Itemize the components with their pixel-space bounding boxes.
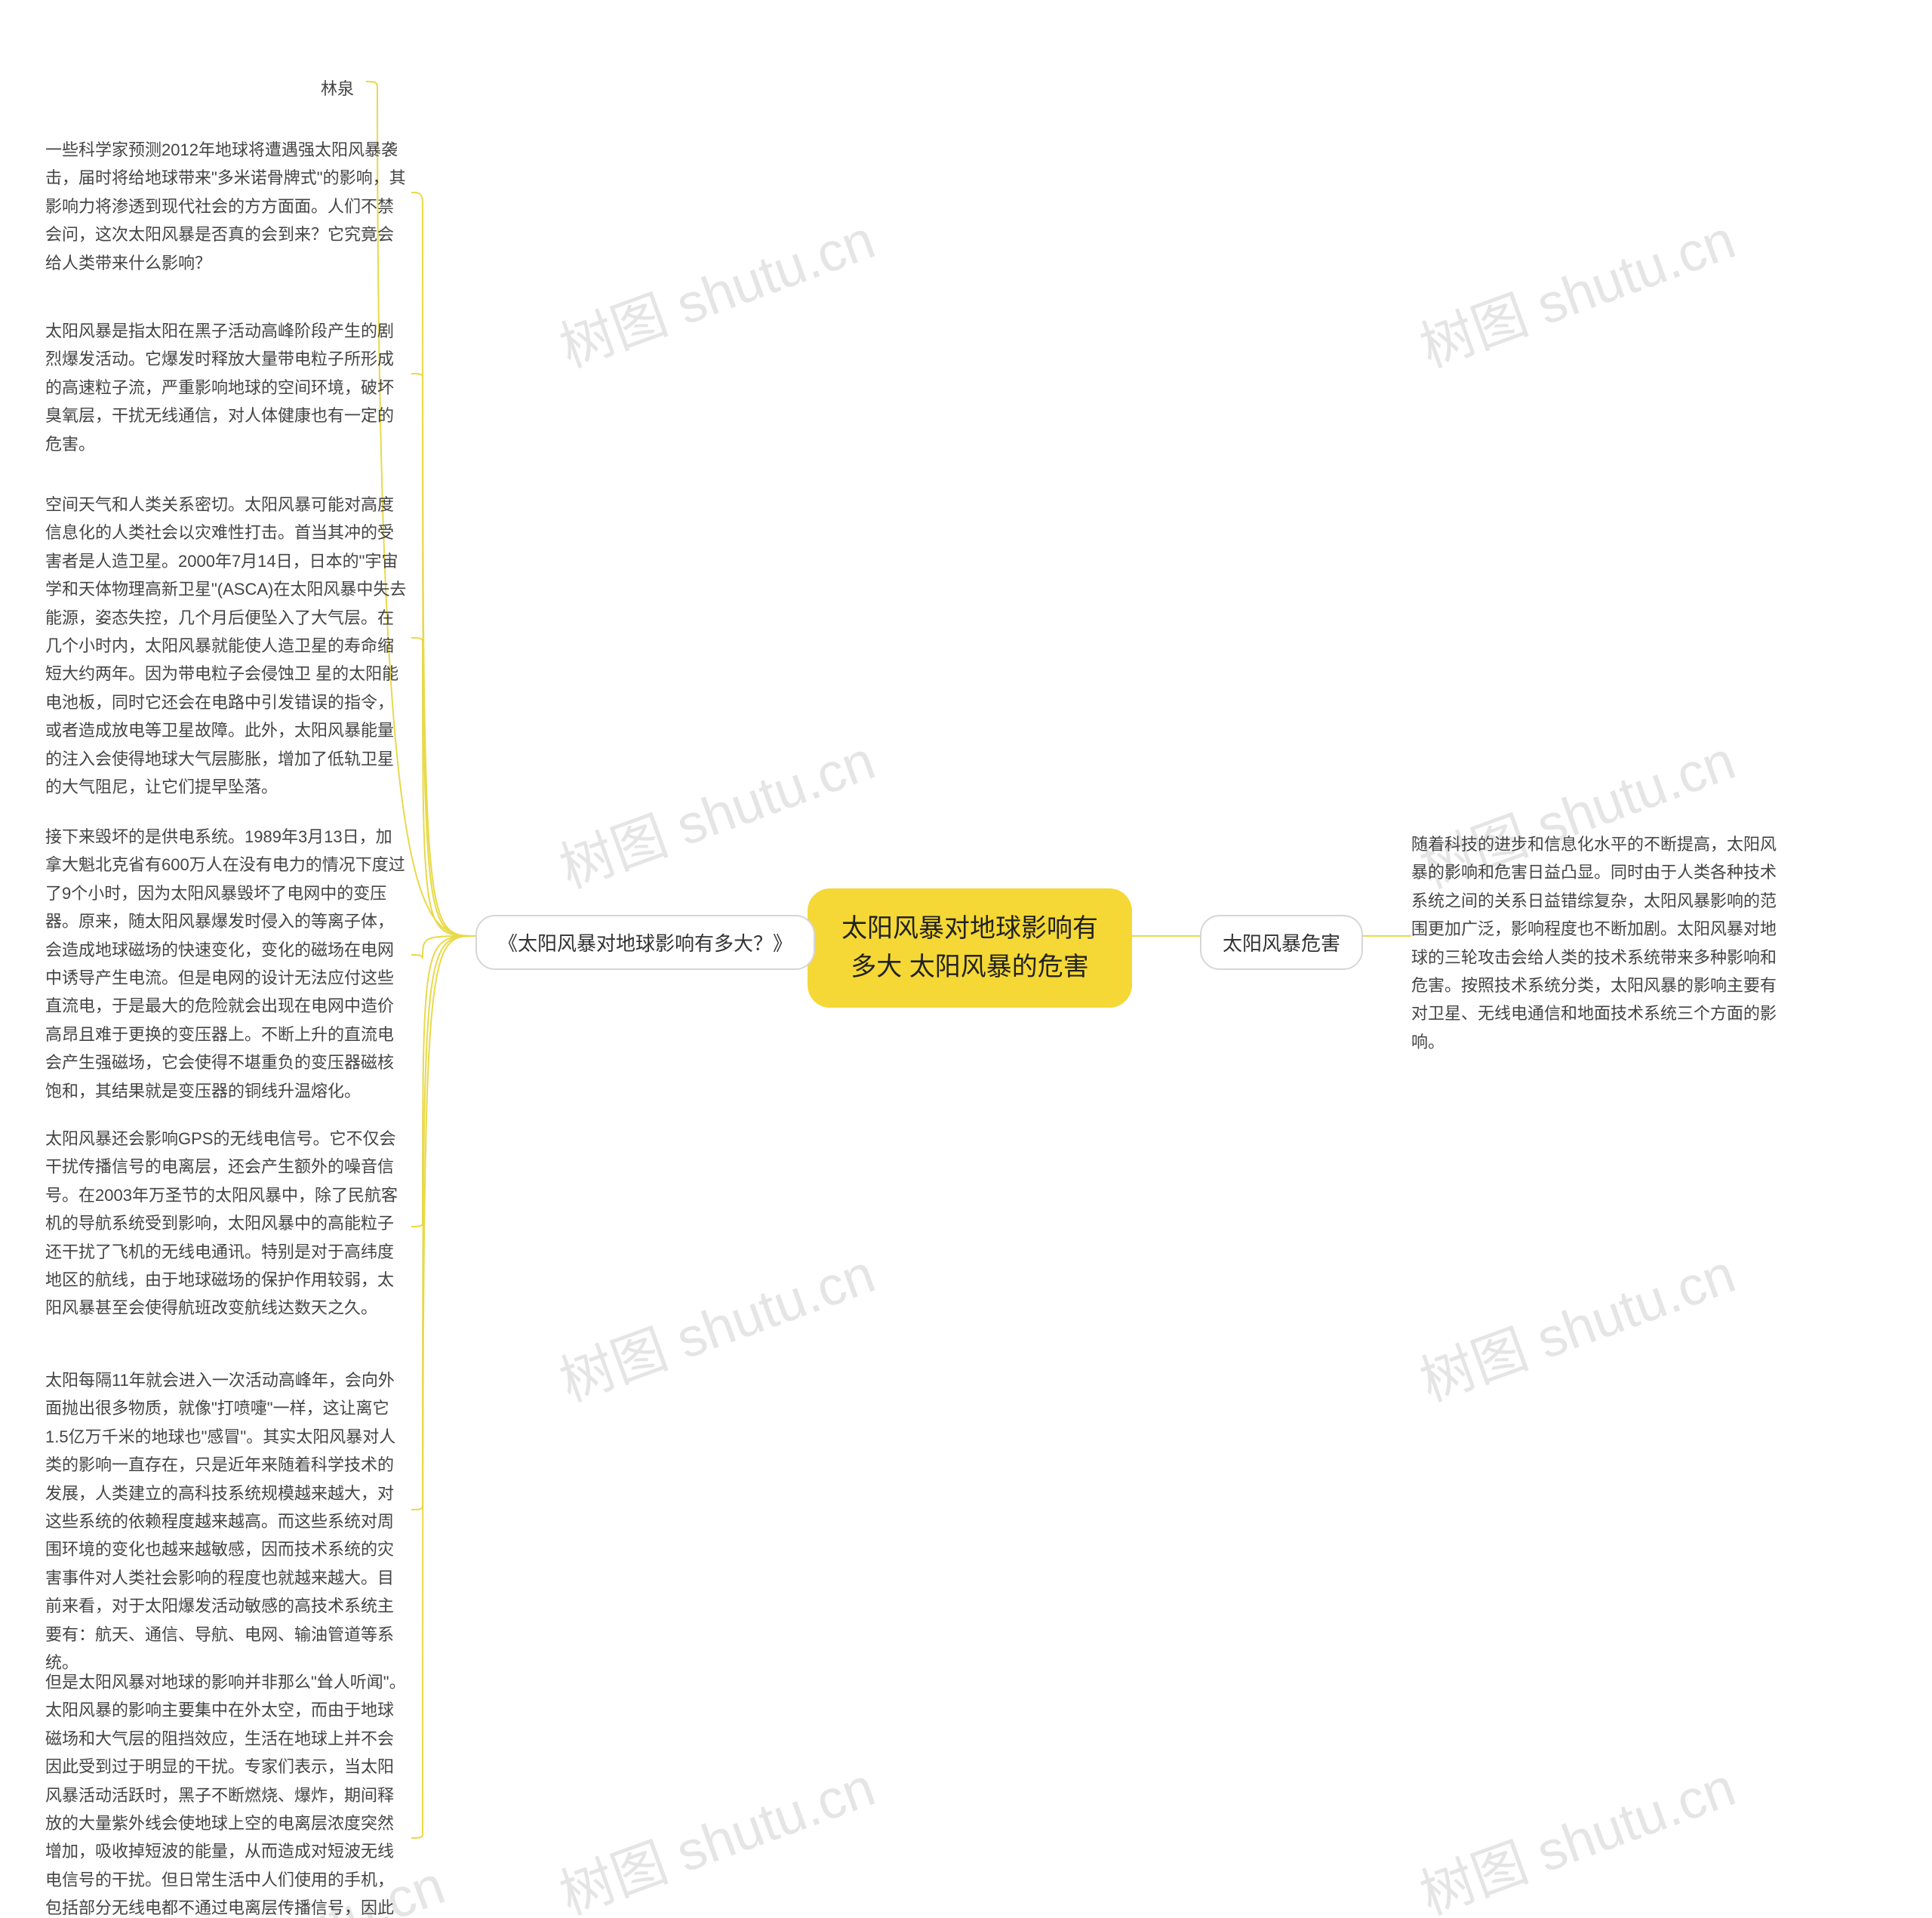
mindmap-leaf[interactable]: 空间天气和人类关系密切。太阳风暴可能对高度信息化的人类社会以灾难性打击。首当其冲… [45, 491, 408, 801]
connector [411, 936, 475, 1510]
watermark: 树图 shutu.cn [547, 716, 884, 904]
mindmap-leaf[interactable]: 太阳每隔11年就会进入一次活动高峰年，会向外面抛出很多物质，就像"打喷嚏"一样，… [45, 1366, 408, 1676]
mindmap-leaf[interactable]: 太阳风暴还会影响GPS的无线电信号。它不仅会干扰传播信号的电离层，还会产生额外的… [45, 1125, 408, 1322]
connector [411, 192, 475, 936]
mindmap-leaf[interactable]: 随着科技的进步和信息化水平的不断提高，太阳风暴的影响和危害日益凸显。同时由于人类… [1411, 830, 1789, 1056]
watermark: 树图 shutu.cn [547, 195, 884, 383]
watermark: 树图 shutu.cn [1407, 195, 1744, 383]
mindmap-leaf-author[interactable]: 林泉 [321, 75, 354, 100]
connector [411, 936, 475, 959]
mindmap-leaf[interactable]: 一些科学家预测2012年地球将遭遇强太阳风暴袭击，届时将给地球带来"多米诺骨牌式… [45, 136, 408, 277]
watermark: 树图 shutu.cn [547, 1743, 884, 1918]
mindmap-leaf[interactable]: 太阳风暴是指太阳在黑子活动高峰阶段产生的剧烈爆发活动。它爆发时释放大量带电粒子所… [45, 317, 408, 458]
watermark: 树图 shutu.cn [1407, 1230, 1744, 1417]
mindmap-leaf[interactable]: 但是太阳风暴对地球的影响并非那么"耸人听闻"。太阳风暴的影响主要集中在外太空，而… [45, 1668, 408, 1918]
mindmap-branch-left[interactable]: 《太阳风暴对地球影响有多大？》 [475, 915, 815, 970]
connector [411, 638, 475, 936]
mindmap-branch-right[interactable]: 太阳风暴危害 [1200, 915, 1363, 970]
mindmap-leaf[interactable]: 接下来毁坏的是供电系统。1989年3月13日，加拿大魁北克省有600万人在没有电… [45, 823, 408, 1105]
watermark: 树图 shutu.cn [1407, 1743, 1744, 1918]
watermark: 树图 shutu.cn [547, 1230, 884, 1417]
connector [411, 936, 475, 1227]
connector [411, 374, 475, 936]
connector [411, 936, 475, 1838]
mindmap-root-node[interactable]: 太阳风暴对地球影响有多大 太阳风暴的危害 [808, 888, 1132, 1008]
